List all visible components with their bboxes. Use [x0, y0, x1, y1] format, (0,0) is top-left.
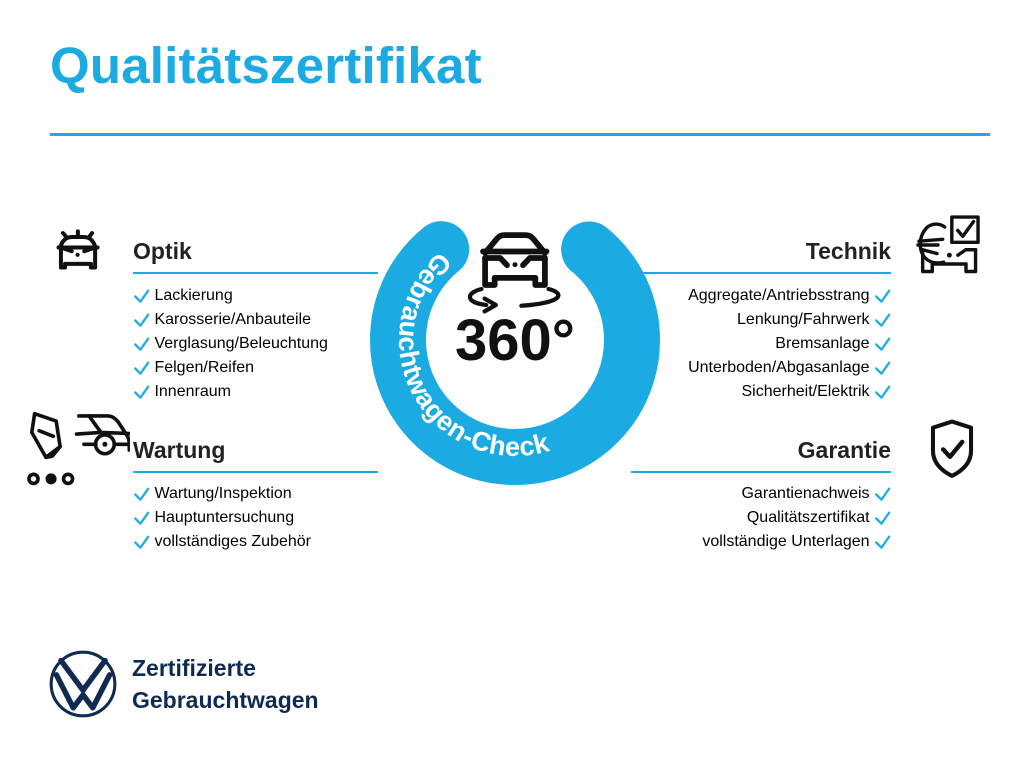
svg-text:360°: 360°	[455, 308, 575, 373]
